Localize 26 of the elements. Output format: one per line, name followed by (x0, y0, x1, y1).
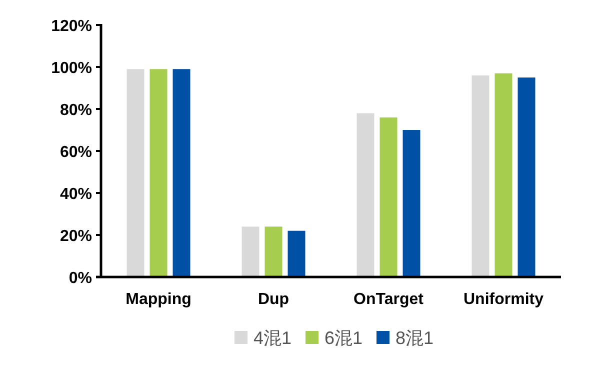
x-tick-label: Uniformity (464, 291, 544, 308)
bar (402, 130, 420, 277)
legend-label: 4混1 (254, 328, 292, 348)
bar (172, 69, 190, 277)
bar (150, 69, 168, 277)
y-tick-label: 80% (60, 102, 92, 119)
bar (380, 117, 398, 277)
bar (126, 69, 144, 277)
x-tick-label: Dup (258, 291, 290, 308)
bar (518, 78, 536, 277)
bar (288, 230, 306, 277)
bar (472, 75, 490, 277)
y-tick-label: 100% (51, 60, 92, 77)
y-tick-label: 60% (60, 144, 92, 161)
x-tick-label: Mapping (126, 291, 192, 308)
y-tick-label: 20% (60, 228, 92, 245)
y-tick-label: 0% (68, 270, 92, 287)
y-tick-label: 120% (51, 18, 92, 35)
bar (264, 226, 282, 277)
x-tick-label: OnTarget (354, 291, 424, 308)
bar (356, 113, 374, 277)
bar (242, 226, 260, 277)
bar (494, 73, 512, 277)
legend-label: 6混1 (324, 328, 363, 348)
legend-label: 8混1 (396, 328, 434, 348)
y-tick-label: 40% (60, 186, 92, 203)
